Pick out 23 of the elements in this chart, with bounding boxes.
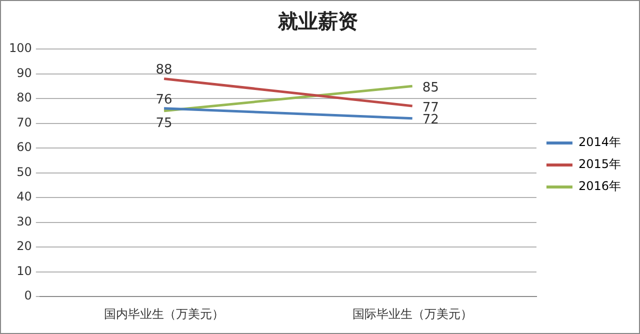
x-tick-label: 国际毕业生（万美元） xyxy=(352,306,472,321)
legend-label: 2016年 xyxy=(578,179,622,194)
data-label: 72 xyxy=(422,112,439,128)
y-tick-label: 60 xyxy=(16,140,32,154)
y-tick-label: 10 xyxy=(16,264,32,278)
data-label: 77 xyxy=(422,100,439,116)
x-tick-label: 国内毕业生（万美元） xyxy=(104,306,224,321)
chart-title: 就业薪资 xyxy=(277,9,358,34)
y-tick-label: 70 xyxy=(16,115,32,130)
data-label: 85 xyxy=(422,80,439,96)
y-tick-label: 0 xyxy=(24,288,32,303)
data-label: 76 xyxy=(156,92,172,108)
y-tick-label: 90 xyxy=(16,66,32,80)
legend-label: 2014年 xyxy=(578,135,622,150)
y-tick-label: 30 xyxy=(16,214,32,228)
y-tick-label: 40 xyxy=(16,190,32,204)
data-label: 75 xyxy=(156,116,172,131)
data-label: 88 xyxy=(156,62,172,78)
y-tick-label: 20 xyxy=(16,239,32,254)
legend-label: 2015年 xyxy=(578,157,622,172)
y-tick-label: 50 xyxy=(16,164,32,179)
y-tick-label: 100 xyxy=(9,41,32,56)
y-tick-label: 80 xyxy=(16,90,32,105)
